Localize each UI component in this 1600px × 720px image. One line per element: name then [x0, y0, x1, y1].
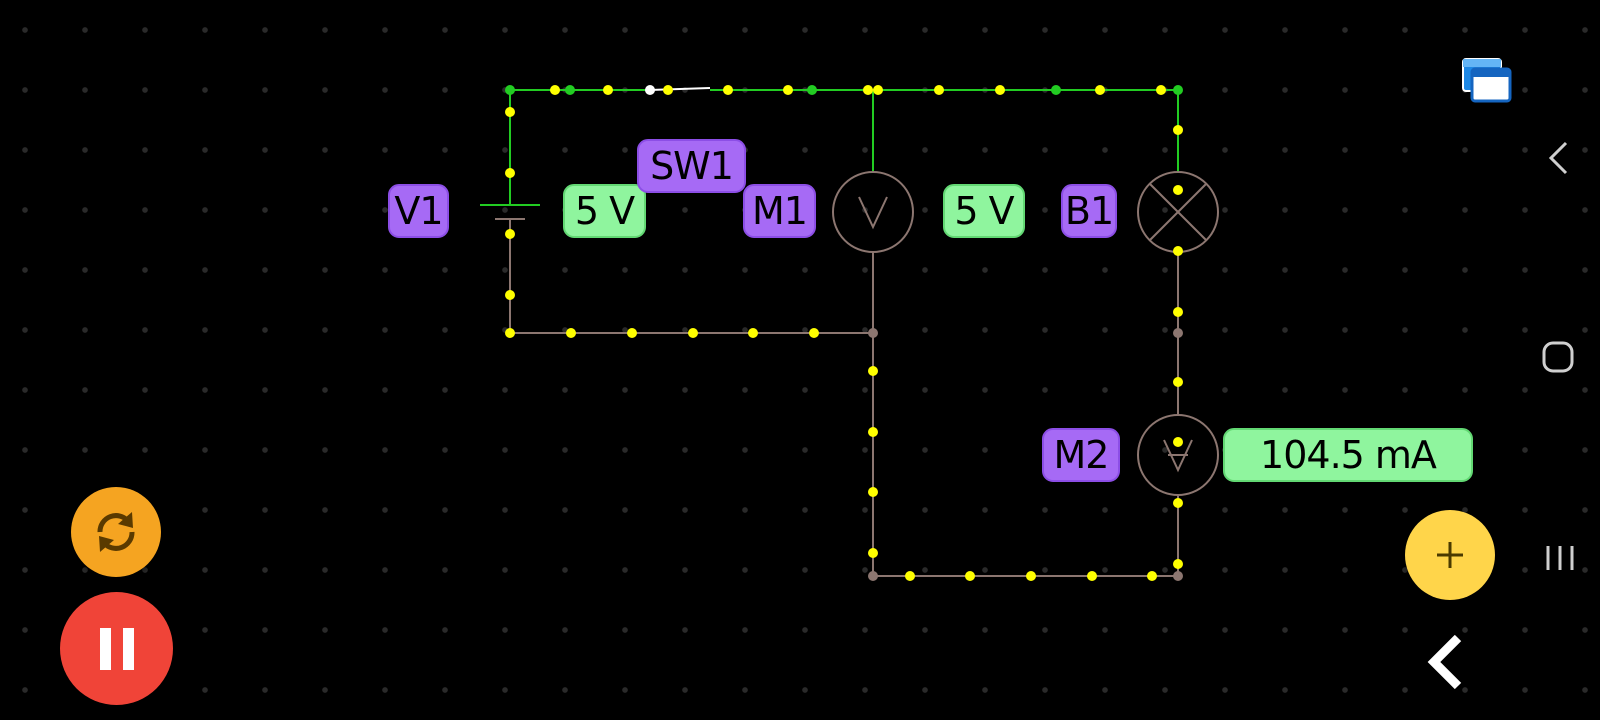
label-sw1[interactable]: SW1 [637, 139, 746, 193]
system-home-button[interactable] [1538, 337, 1578, 377]
label-b1[interactable]: B1 [1061, 184, 1117, 238]
system-back-button[interactable] [1540, 138, 1580, 178]
refresh-button[interactable] [71, 487, 161, 577]
multiwindow-button[interactable] [1460, 56, 1512, 104]
value-m1-voltage[interactable]: 5 V [943, 184, 1025, 238]
live-nodes [505, 85, 1183, 95]
value-v1-voltage[interactable]: 5 V [563, 184, 646, 238]
pause-icon [99, 627, 134, 670]
home-icon [1542, 341, 1574, 373]
multiwindow-icon [1462, 58, 1512, 103]
system-recents-button[interactable] [1540, 538, 1580, 578]
value-m2-current[interactable]: 104.5 mA [1223, 428, 1473, 482]
label-v1[interactable]: V1 [388, 184, 449, 238]
back-icon [1548, 141, 1568, 175]
chevron-left-icon [1427, 634, 1462, 690]
idle-wires [495, 218, 1179, 577]
voltmeter-m1[interactable] [832, 171, 914, 253]
recents-icon [1546, 546, 1574, 570]
collapse-button[interactable] [1420, 632, 1470, 692]
switch-sw1[interactable] [645, 85, 711, 95]
lamp-b1[interactable] [1137, 171, 1219, 253]
idle-nodes [868, 328, 1183, 581]
add-component-button[interactable] [1405, 510, 1495, 600]
ammeter-m2[interactable] [1137, 414, 1219, 496]
label-m2[interactable]: M2 [1042, 428, 1120, 482]
label-m1[interactable]: M1 [743, 184, 816, 238]
current-dots [505, 85, 1183, 581]
plus-icon [1437, 542, 1463, 568]
pause-button[interactable] [60, 592, 173, 705]
refresh-icon [97, 512, 135, 552]
